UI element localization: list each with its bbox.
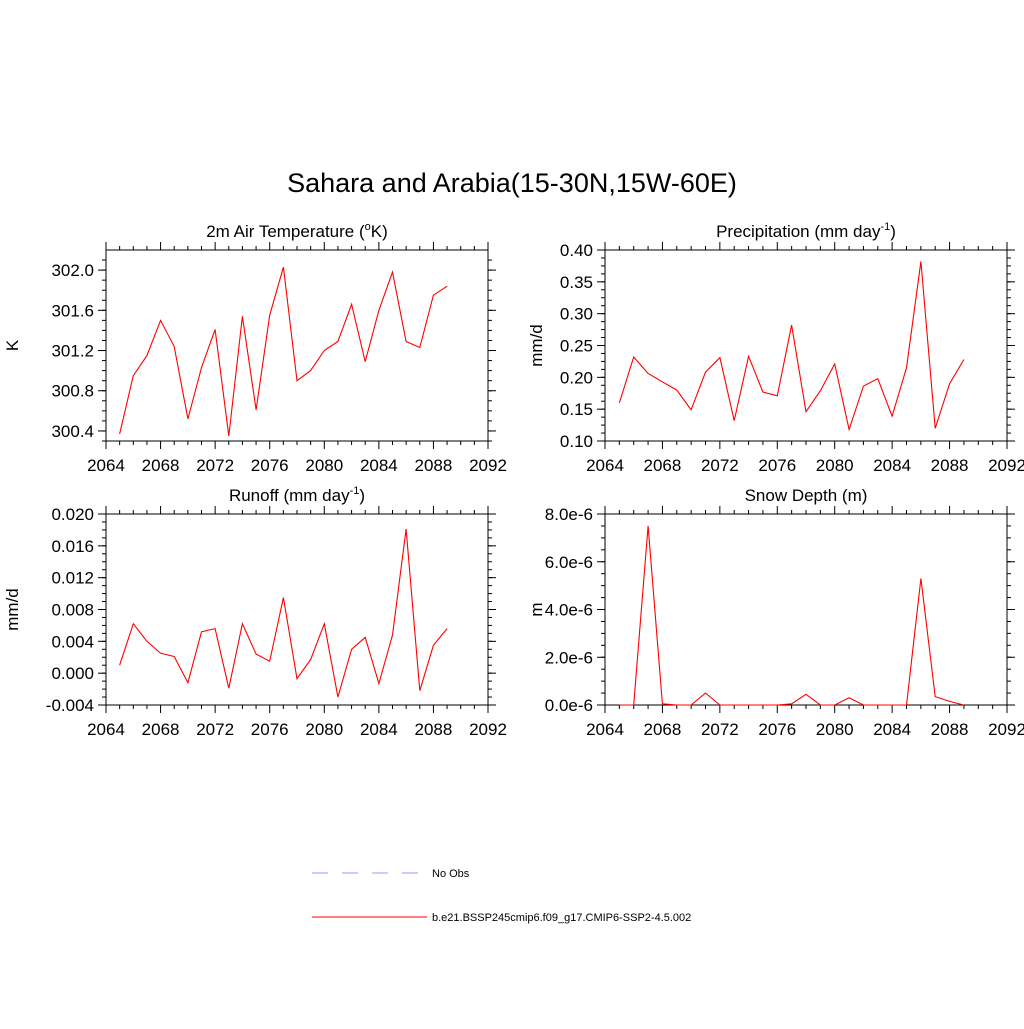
y-tick-label: 302.0 [51, 261, 94, 280]
chart-panel-2: 2064 2068 2072 2076 2080 2084 2088 2092 0.10 0.15… [527, 221, 1024, 475]
x-tick-label: 2072 [701, 720, 739, 739]
y-tick-label: 0.40 [560, 241, 593, 260]
series-line [619, 525, 965, 706]
y-tick-label: 301.2 [51, 342, 94, 361]
x-tick-label: 2068 [644, 720, 682, 739]
x-tick-label: 2084 [360, 456, 398, 475]
x-tick-label: 2080 [816, 720, 854, 739]
y-tick-label: 0.25 [560, 337, 593, 356]
x-tick-label: 2076 [758, 456, 796, 475]
y-axis-label: mm/d [3, 588, 22, 631]
y-tick-label: 6.0e-6 [545, 553, 593, 572]
y-tick-label: 0.35 [560, 273, 593, 292]
x-tick-label: 2092 [988, 720, 1024, 739]
x-tick-label: 2088 [415, 456, 453, 475]
x-tick-label: 2088 [931, 456, 969, 475]
x-tick-label: 2084 [873, 456, 911, 475]
y-axis-label: K [3, 339, 22, 351]
panel-title: 2m Air Temperature (oK) [206, 221, 388, 241]
x-tick-label: 2068 [142, 720, 180, 739]
y-tick-label: 300.8 [51, 382, 94, 401]
y-tick-label: 0.020 [51, 505, 94, 524]
legend-label-1: No Obs [432, 868, 470, 880]
x-tick-label: 2088 [931, 720, 969, 739]
chart-panel-1: 2064 2068 2072 2076 2080 2084 2088 2092 300.4 300… [3, 221, 507, 475]
x-tick-label: 2092 [469, 456, 507, 475]
y-tick-label: 0.000 [51, 664, 94, 683]
x-tick-label: 2080 [305, 456, 343, 475]
x-tick-label: 2064 [87, 456, 125, 475]
y-tick-label: 301.6 [51, 301, 94, 320]
x-tick-label: 2092 [469, 720, 507, 739]
x-tick-label: 2084 [873, 720, 911, 739]
x-tick-label: 2072 [701, 456, 739, 475]
x-tick-label: 2064 [87, 720, 125, 739]
x-tick-label: 2080 [305, 720, 343, 739]
panel-title: Runoff (mm day-1) [229, 485, 365, 505]
y-tick-label: 0.20 [560, 368, 593, 387]
y-tick-label: 300.4 [51, 422, 94, 441]
x-tick-label: 2076 [251, 720, 289, 739]
x-tick-label: 2064 [586, 720, 624, 739]
y-tick-label: 0.10 [560, 432, 593, 451]
y-tick-label: 0.016 [51, 537, 94, 556]
plot-frame [604, 513, 1008, 706]
chart-panel-3: 2064 2068 2072 2076 2080 2084 2088 2092 -0.004 0.… [3, 485, 507, 739]
y-tick-label: 0.30 [560, 305, 593, 324]
series-line [119, 266, 448, 437]
x-tick-label: 2068 [644, 456, 682, 475]
x-tick-label: 2088 [415, 720, 453, 739]
x-tick-label: 2068 [142, 456, 180, 475]
x-tick-label: 2076 [251, 456, 289, 475]
y-tick-label: 0.0e-6 [545, 696, 593, 715]
panel-title: Precipitation (mm day-1) [716, 221, 896, 241]
x-tick-label: 2080 [816, 456, 854, 475]
figure-title: Sahara and Arabia(15-30N,15W-60E) [287, 168, 737, 198]
series-line [119, 529, 448, 698]
series-line [618, 261, 965, 432]
x-tick-label: 2072 [196, 456, 234, 475]
y-tick-label: 0.15 [560, 400, 593, 419]
y-axis-label: m [527, 602, 546, 616]
y-axis-label: mm/d [527, 324, 546, 367]
y-tick-label: 0.004 [51, 632, 94, 651]
x-tick-label: 2084 [360, 720, 398, 739]
y-tick-label: 2.0e-6 [545, 648, 593, 667]
plot-frame [105, 249, 489, 442]
x-tick-label: 2072 [196, 720, 234, 739]
y-tick-label: 4.0e-6 [545, 601, 593, 620]
chart-panel-4: 2064 2068 2072 2076 2080 2084 2088 2092 0.0e-6 2.… [527, 486, 1024, 739]
panel-title: Snow Depth (m) [745, 486, 868, 505]
x-tick-label: 2076 [758, 720, 796, 739]
x-tick-label: 2064 [586, 456, 624, 475]
y-tick-label: -0.004 [46, 696, 94, 715]
legend-label-2: b.e21.BSSP245cmip6.f09_g17.CMIP6-SSP2-4.… [432, 912, 691, 924]
x-tick-label: 2092 [988, 456, 1024, 475]
y-tick-label: 0.012 [51, 569, 94, 588]
y-tick-label: 8.0e-6 [545, 505, 593, 524]
y-tick-label: 0.008 [51, 601, 94, 620]
